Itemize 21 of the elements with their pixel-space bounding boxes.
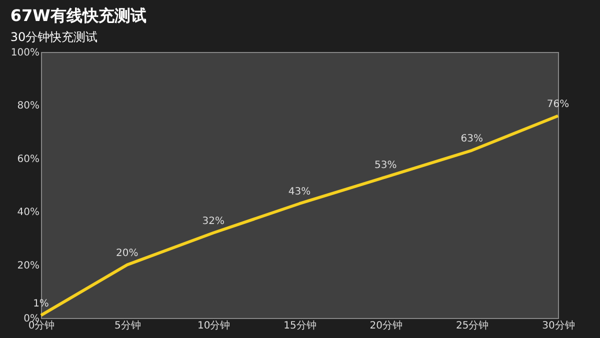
data-label: 43% bbox=[288, 186, 311, 198]
y-tick-label: 100% bbox=[10, 48, 40, 58]
y-tick-label: 80% bbox=[17, 100, 40, 112]
x-tick-label: 15分钟 bbox=[284, 320, 316, 332]
data-label: 32% bbox=[202, 216, 224, 227]
x-tick-label: 5分钟 bbox=[114, 320, 141, 332]
y-tick-label: 20% bbox=[17, 260, 40, 272]
x-tick-label: 30分钟 bbox=[542, 320, 575, 332]
data-label: 76% bbox=[546, 98, 570, 110]
x-tick-label: 25分钟 bbox=[456, 320, 489, 332]
chart-title: 67W有线快充测试 bbox=[10, 6, 146, 25]
x-tick-label: 10分钟 bbox=[197, 320, 230, 332]
chart-subtitle: 30分钟快充测试 bbox=[10, 30, 98, 44]
data-label: 53% bbox=[374, 160, 397, 172]
x-tick-label: 0分钟 bbox=[28, 320, 55, 332]
y-tick-label: 60% bbox=[17, 154, 40, 165]
data-label: 63% bbox=[460, 133, 483, 144]
y-tick-label: 40% bbox=[17, 207, 40, 218]
data-label: 1% bbox=[33, 298, 49, 310]
data-label: 20% bbox=[116, 248, 138, 259]
x-tick-label: 20分钟 bbox=[370, 320, 403, 332]
